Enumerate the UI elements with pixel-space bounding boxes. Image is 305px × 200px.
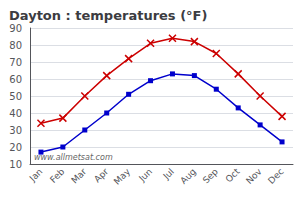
svg-text:70: 70 [9,57,22,68]
svg-text:Sep: Sep [201,166,220,185]
svg-text:60: 60 [9,74,22,85]
svg-text:80: 80 [9,40,22,51]
svg-text:Apr: Apr [92,166,110,184]
svg-text:Dec: Dec [266,166,285,185]
svg-text:50: 50 [9,91,22,102]
svg-text:www.allmetsat.com: www.allmetsat.com [34,153,113,162]
svg-text:Oct: Oct [224,166,242,184]
svg-text:Aug: Aug [178,166,197,185]
svg-text:Mar: Mar [69,166,88,185]
svg-text:30: 30 [9,125,22,136]
svg-text:May: May [112,166,133,187]
svg-text:Jul: Jul [161,166,176,181]
svg-text:20: 20 [9,142,22,153]
svg-text:Jun: Jun [136,166,154,184]
svg-text:Feb: Feb [48,166,67,185]
svg-text:40: 40 [9,108,22,119]
svg-text:Dayton : temperatures (°F): Dayton : temperatures (°F) [9,8,207,23]
svg-text:Nov: Nov [244,166,264,186]
svg-text:Jan: Jan [27,166,45,184]
svg-text:10: 10 [9,159,22,170]
svg-text:90: 90 [9,23,22,34]
